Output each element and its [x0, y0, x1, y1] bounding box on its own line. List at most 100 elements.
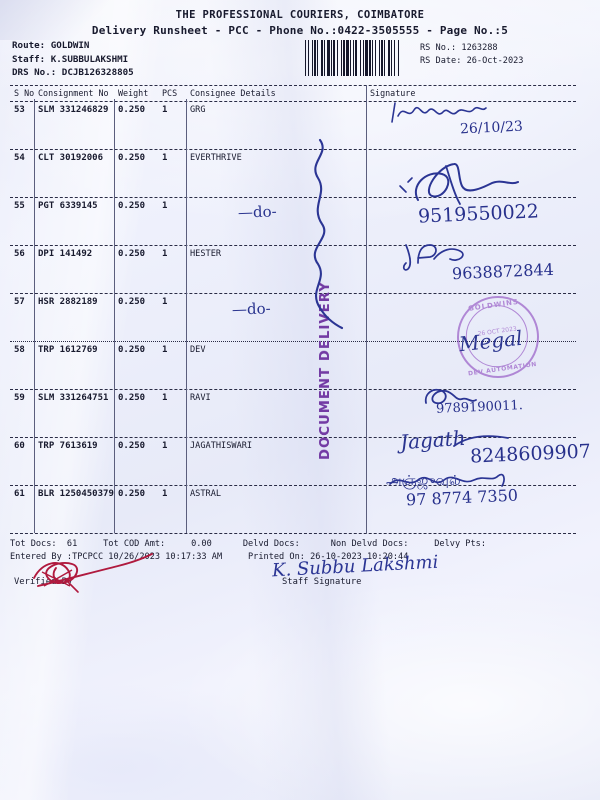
cell-sno: 54 [14, 153, 25, 163]
cell-weight: 0.250 [118, 201, 146, 211]
table-row[interactable]: 61 BLR 1250450379 0.250 1 ASTRAL [10, 486, 590, 533]
cell-weight: 0.250 [118, 489, 146, 499]
cell-sno: 60 [14, 441, 25, 451]
route-label: Route: GOLDWIN [12, 40, 90, 51]
cell-consignee: DEV [190, 345, 206, 355]
table-row-rule [10, 485, 576, 486]
cell-consignment-no: SLM 331264751 [38, 393, 109, 403]
col-header-cno: Consignment No [38, 88, 109, 98]
cell-pcs: 1 [162, 441, 168, 451]
cell-pcs: 1 [162, 297, 168, 307]
cell-weight: 0.250 [118, 393, 146, 403]
cell-sno: 58 [14, 345, 25, 355]
cell-consignee: ASTRAL [190, 489, 222, 499]
table-row-rule [10, 245, 576, 246]
signature-name-60: Jagath [399, 425, 467, 455]
cell-consignee: GRG [190, 105, 206, 115]
cell-sno: 61 [14, 489, 25, 499]
table-row-rule [10, 341, 576, 342]
table-row-rule [10, 293, 576, 294]
cell-consignment-no: TRP 1612769 [38, 345, 98, 355]
table-header-rule [10, 101, 576, 102]
totals-line: Tot Docs: 61 Tot COD Amt: 0.00 Delvd Doc… [10, 539, 486, 549]
runsheet-table: S No Consignment No Weight PCS Consignee Det… [10, 85, 590, 534]
table-top-rule [10, 85, 576, 86]
cell-consignee: EVERTHRIVE [190, 153, 242, 163]
table-row[interactable]: 60 TRP 7613619 0.250 1 JAGATHISWARI [10, 438, 590, 485]
entered-printed-line: Entered By :TPCPCC 10/26/2023 10:17:33 A… [10, 552, 409, 562]
cell-sno: 59 [14, 393, 25, 403]
cell-weight: 0.250 [118, 441, 146, 451]
header-details: Route: GOLDWIN Staff: K.SUBBULAKSHMI DRS… [0, 39, 600, 85]
company-title: THE PROFESSIONAL COURIERS, COIMBATORE [175, 9, 425, 21]
col-header-consignee: Consignee Details [190, 88, 276, 98]
cell-sno: 57 [14, 297, 25, 307]
column-rule-0 [34, 99, 35, 533]
table-row[interactable]: 53 SLM 331246829 0.250 1 GRG [10, 102, 590, 149]
footer-totals: Tot Docs: 61 Tot COD Amt: 0.00 Delvd Doc… [10, 538, 590, 564]
cell-pcs: 1 [162, 393, 168, 403]
document-subtitle: Delivery Runsheet - PCC - Phone No.:0422… [91, 24, 509, 37]
cell-consignee: RAVI [190, 393, 211, 403]
col-header-signature: Signature [370, 88, 416, 98]
cell-pcs: 1 [162, 105, 168, 115]
drs-number-label: DRS No.: DCJB126328805 [12, 67, 134, 78]
verified-by-signature [33, 553, 153, 593]
header-right-block: RS No.: 1263288 RS Date: 26-Oct-2023 [420, 42, 523, 68]
column-rule-3 [366, 85, 367, 533]
verified-by-label: Verified By [14, 577, 73, 587]
cell-consignment-no: HSR 2882189 [38, 297, 98, 307]
table-row-rule [10, 533, 576, 534]
cell-consignment-no: PGT 6339145 [38, 201, 98, 211]
table-row-rule [10, 389, 576, 390]
signature-date-53: 26/10/23 [459, 118, 524, 138]
cell-pcs: 1 [162, 153, 168, 163]
column-rule-2 [186, 99, 187, 533]
table-row[interactable]: 57 HSR 2882189 0.250 1 [10, 294, 590, 341]
rs-number: RS No.: 1263288 [420, 43, 498, 53]
col-header-weight: Weight [118, 88, 149, 98]
signature-row: Verified By Staff Signature [10, 577, 590, 597]
cell-weight: 0.250 [118, 105, 146, 115]
staff-label: Staff: K.SUBBULAKSHMI [12, 53, 129, 65]
cell-consignee: HESTER [190, 249, 222, 259]
cell-consignment-no: DPI 141492 [38, 249, 93, 259]
ditto-mark-1: —do- [237, 202, 278, 222]
cell-weight: 0.250 [118, 249, 146, 259]
col-header-sno: S No [14, 88, 35, 98]
document-delivery-stamp: DOCUMENT DELIVERY [318, 281, 333, 460]
cell-sno: 56 [14, 249, 25, 259]
table-row-rule [10, 197, 576, 198]
staff-signature-label: Staff Signature [282, 577, 362, 587]
cell-sno: 53 [14, 105, 25, 115]
cell-weight: 0.250 [118, 297, 146, 307]
cell-weight: 0.250 [118, 345, 146, 355]
delivery-runsheet: THE PROFESSIONAL COURIERS, COIMBATORE De… [0, 9, 600, 597]
cell-consignment-no: SLM 331246829 [38, 105, 109, 115]
ditto-mark-2: —do- [231, 299, 272, 319]
table-row[interactable]: 56 DPI 141492 0.250 1 HESTER [10, 246, 590, 293]
cell-pcs: 1 [162, 201, 168, 211]
table-row[interactable]: 58 TRP 1612769 0.250 1 DEV [10, 342, 590, 389]
table-row-rule [10, 149, 576, 150]
rs-date: RS Date: 26-Oct-2023 [420, 56, 524, 66]
table-row[interactable]: 59 SLM 331264751 0.250 1 RAVI [10, 390, 590, 437]
cell-sno: 55 [14, 201, 25, 211]
cell-consignee: JAGATHISWARI [190, 441, 253, 451]
col-header-pcs: PCS [162, 88, 178, 98]
header-left-block: Route: GOLDWIN Staff: K.SUBBULAKSHMI DRS… [12, 39, 134, 80]
cell-weight: 0.250 [118, 153, 146, 163]
cell-pcs: 1 [162, 345, 168, 355]
column-rule-1 [114, 99, 115, 533]
table-row[interactable]: 54 CLT 30192006 0.250 1 EVERTHRIVE [10, 150, 590, 197]
cell-consignment-no: BLR 1250450379 [38, 489, 114, 499]
cell-pcs: 1 [162, 489, 168, 499]
barcode-icon [305, 40, 410, 76]
table-row[interactable]: 55 PGT 6339145 0.250 1 [10, 198, 590, 245]
cell-consignment-no: TRP 7613619 [38, 441, 98, 451]
table-row-rule [10, 437, 576, 438]
table-header-row: S No Consignment No Weight PCS Consignee Det… [10, 86, 590, 101]
cell-consignment-no: CLT 30192006 [38, 153, 104, 163]
cell-pcs: 1 [162, 249, 168, 259]
